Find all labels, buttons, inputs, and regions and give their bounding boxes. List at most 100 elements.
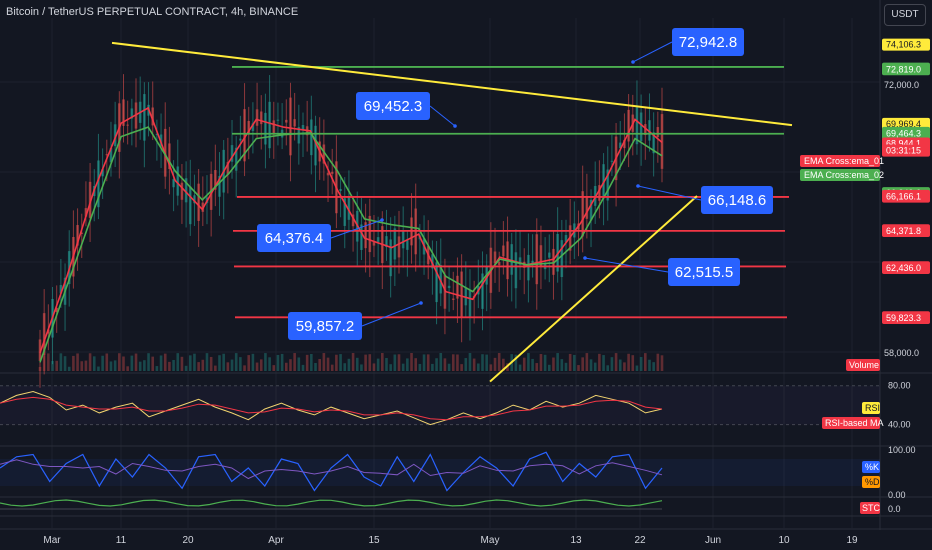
stc-tag-label: STC bbox=[862, 503, 881, 513]
candle-body bbox=[251, 123, 255, 132]
candle-body bbox=[460, 271, 463, 318]
candle-body bbox=[456, 275, 459, 299]
candle-body bbox=[347, 196, 351, 220]
candle-body bbox=[155, 133, 159, 135]
volume-bar bbox=[639, 357, 643, 371]
callout-anchor bbox=[583, 256, 587, 260]
volume-bar bbox=[159, 355, 163, 371]
volume-bar bbox=[209, 356, 213, 371]
callout-leader bbox=[637, 185, 702, 201]
callout-box bbox=[701, 186, 773, 214]
volume-bar bbox=[426, 354, 430, 371]
callout-label: 66,148.6 bbox=[708, 192, 766, 209]
volume-bar bbox=[63, 356, 67, 371]
callout-box bbox=[257, 224, 331, 252]
candle-body bbox=[76, 225, 79, 246]
candle-body bbox=[510, 244, 514, 275]
volume-bar bbox=[168, 361, 171, 371]
callout-box bbox=[288, 312, 362, 340]
candle-body bbox=[368, 215, 372, 253]
price-callout: 69,452.3 bbox=[356, 92, 457, 128]
candle-body bbox=[431, 254, 434, 269]
stoch-k-tag-label: %K bbox=[865, 462, 879, 472]
volume-bar bbox=[268, 357, 271, 371]
candle-body bbox=[301, 124, 305, 131]
volume-bar bbox=[318, 358, 321, 371]
time-axis-label: Jun bbox=[705, 535, 721, 546]
ema-02-line bbox=[39, 126, 663, 363]
volume-bar bbox=[514, 354, 518, 371]
candle-body bbox=[259, 111, 263, 125]
volume-bar bbox=[401, 363, 405, 371]
volume-bar bbox=[585, 353, 589, 371]
candle-body bbox=[284, 119, 288, 123]
volume-bar bbox=[602, 355, 605, 371]
volume-bar bbox=[652, 362, 655, 371]
candle-body bbox=[639, 112, 643, 142]
candle-body bbox=[610, 160, 614, 162]
candle-body bbox=[606, 169, 610, 201]
candle-body bbox=[581, 191, 584, 237]
volume-bar bbox=[97, 366, 100, 371]
callout-leader bbox=[429, 105, 456, 127]
price-tag-bg bbox=[882, 127, 930, 140]
volume-bar bbox=[547, 364, 551, 371]
candle-body bbox=[268, 101, 271, 149]
volume-bar bbox=[618, 359, 622, 371]
rsi-ma-line bbox=[0, 396, 663, 421]
stc-axis-label: 0.0 bbox=[888, 504, 901, 514]
candle-body bbox=[159, 134, 163, 146]
volume-bar bbox=[243, 365, 246, 371]
ema-01-line bbox=[39, 106, 663, 354]
trendline bbox=[111, 41, 793, 127]
volume-bar bbox=[259, 359, 263, 371]
candle-body bbox=[276, 119, 280, 121]
candle-body bbox=[364, 222, 367, 249]
price-tag: 69,464.3 bbox=[882, 127, 930, 140]
volume-bar bbox=[247, 355, 251, 371]
candle-body bbox=[560, 240, 564, 278]
volume-bar bbox=[289, 359, 292, 371]
candle-body bbox=[55, 307, 58, 313]
volume-bar bbox=[193, 353, 196, 371]
volume-bar bbox=[393, 354, 397, 371]
candle-body bbox=[360, 224, 363, 250]
candle-body bbox=[481, 273, 484, 309]
ema-legend-tag: EMA Cross:ema_01 bbox=[800, 155, 884, 167]
volume-bar bbox=[522, 357, 526, 371]
volume-bar bbox=[180, 356, 184, 371]
callout-anchor bbox=[419, 301, 423, 305]
volume-bar bbox=[222, 353, 225, 371]
candle-body bbox=[493, 251, 497, 264]
volume-bar bbox=[472, 358, 476, 371]
volume-bar bbox=[456, 354, 459, 371]
legend-tag-bg bbox=[800, 155, 880, 167]
candle-body bbox=[389, 239, 392, 277]
volume-bar bbox=[330, 364, 334, 371]
volume-bar bbox=[226, 362, 230, 371]
volume-bar bbox=[343, 363, 347, 371]
volume-bar bbox=[84, 360, 88, 371]
currency-button[interactable]: USDT bbox=[884, 4, 926, 26]
callout-label: 72,942.8 bbox=[679, 34, 737, 51]
volume-bar bbox=[339, 354, 342, 371]
volume-bar bbox=[644, 353, 647, 371]
volume-bar bbox=[573, 354, 576, 371]
stoch-band bbox=[0, 459, 880, 486]
candle-body bbox=[589, 199, 593, 221]
volume-bar bbox=[88, 353, 92, 371]
callout-anchor bbox=[380, 218, 384, 222]
time-axis-label: Apr bbox=[268, 535, 284, 546]
volume-bar bbox=[439, 353, 443, 371]
candle-body bbox=[272, 120, 276, 135]
volume-bar bbox=[435, 358, 438, 371]
stoch-d-tag-bg bbox=[862, 476, 880, 488]
candle-body bbox=[552, 248, 555, 275]
volume-bar bbox=[355, 357, 359, 371]
volume-bar bbox=[577, 365, 580, 371]
volume-bar bbox=[564, 362, 568, 371]
candle-body bbox=[652, 132, 655, 154]
volume-bar bbox=[42, 356, 46, 371]
time-axis-label: 20 bbox=[182, 535, 194, 546]
